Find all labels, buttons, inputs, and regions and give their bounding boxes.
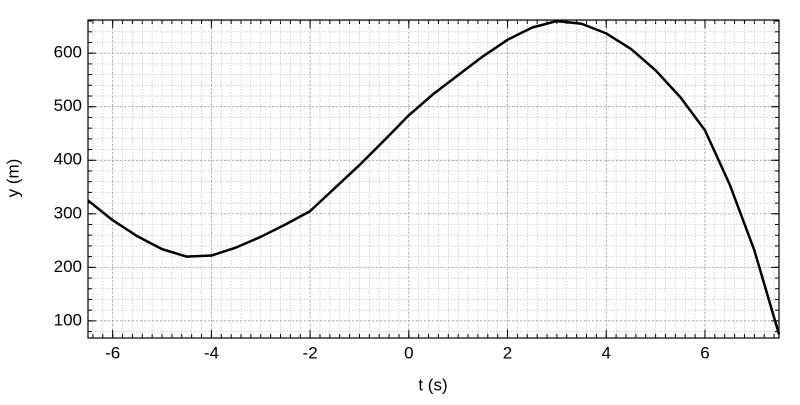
y-tick-label: 100 bbox=[54, 310, 82, 329]
x-tick-label: -6 bbox=[105, 343, 120, 362]
x-tick-label: -4 bbox=[204, 343, 219, 362]
y-axis-label: y (m) bbox=[3, 159, 22, 198]
x-tick-label: 2 bbox=[503, 343, 512, 362]
y-tick-label: 600 bbox=[54, 43, 82, 62]
x-tick-label: 4 bbox=[602, 343, 611, 362]
x-axis-label: t (s) bbox=[418, 375, 447, 394]
y-tick-label: 300 bbox=[54, 203, 82, 222]
y-tick-label: 500 bbox=[54, 96, 82, 115]
x-tick-label: 0 bbox=[404, 343, 413, 362]
y-tick-label: 200 bbox=[54, 257, 82, 276]
x-tick-label: -2 bbox=[303, 343, 318, 362]
x-tick-label: 6 bbox=[700, 343, 709, 362]
y-tick-label: 400 bbox=[54, 150, 82, 169]
line bbox=[87, 19, 781, 335]
plot-frame bbox=[87, 19, 780, 339]
